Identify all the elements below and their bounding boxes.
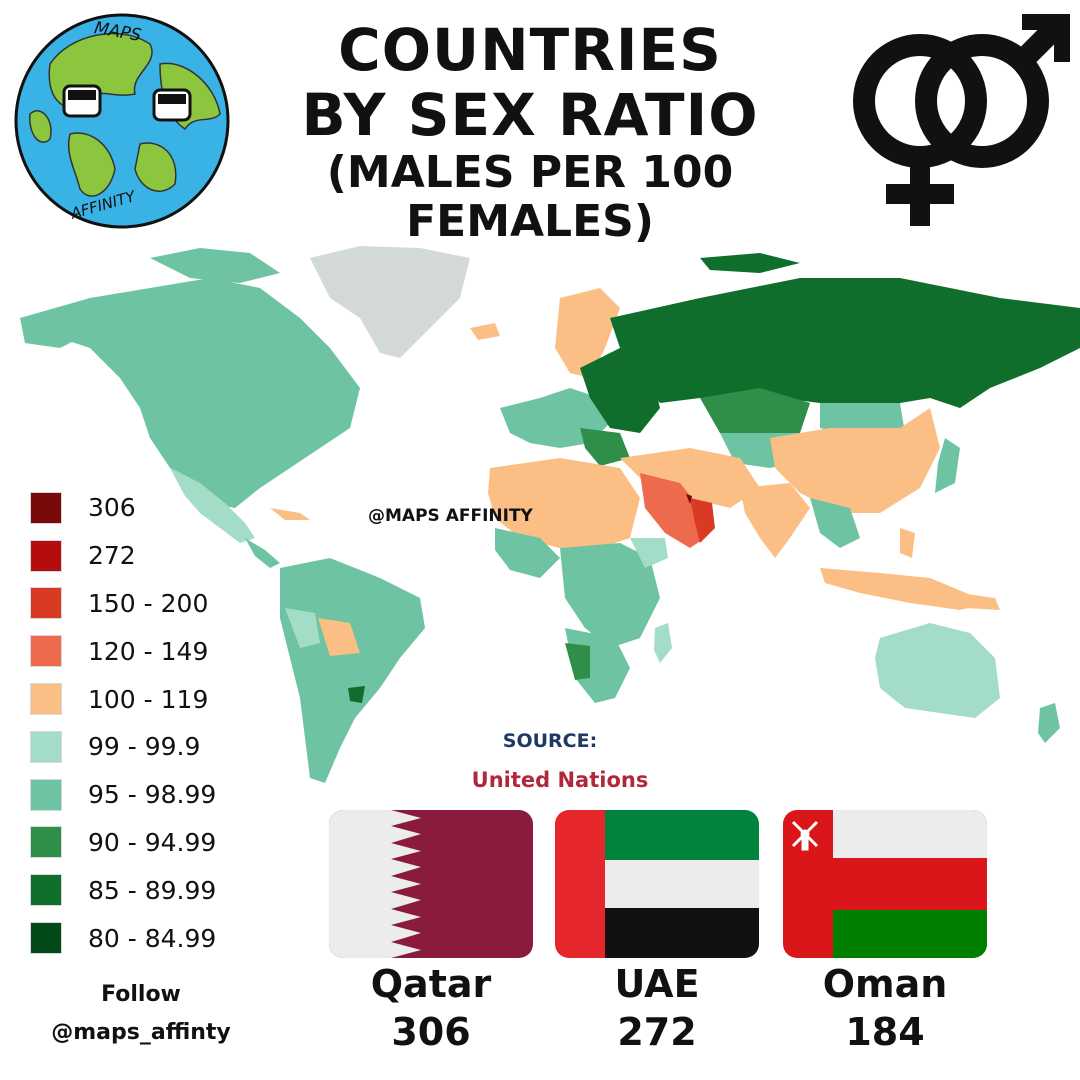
legend-swatch xyxy=(30,635,62,668)
west-africa xyxy=(495,528,560,578)
legend-swatch xyxy=(30,730,62,763)
country-name-qatar: Qatar xyxy=(370,962,492,1006)
kazakhstan xyxy=(700,388,810,438)
south-america xyxy=(280,558,425,783)
legend-item: 95 - 98.99 xyxy=(30,771,216,819)
country-value-oman: 184 xyxy=(845,1010,925,1054)
legend-item: 90 - 94.99 xyxy=(30,819,216,867)
north-africa xyxy=(488,458,640,548)
alaska xyxy=(20,308,90,348)
title-line-3: (MALES PER 100 FEMALES) xyxy=(326,146,734,248)
madagascar xyxy=(654,623,672,663)
legend-swatch xyxy=(30,683,62,716)
mexico xyxy=(170,468,255,543)
horn-of-africa xyxy=(630,538,668,568)
southeast-asia xyxy=(810,498,860,548)
namibia xyxy=(565,643,590,680)
legend-item: 150 - 200 xyxy=(30,580,216,628)
uruguay xyxy=(348,686,365,703)
iceland xyxy=(470,323,500,340)
country-value-uae: 272 xyxy=(617,1010,697,1054)
india xyxy=(740,483,810,558)
legend-label: 100 - 119 xyxy=(88,684,209,714)
map-title: COUNTRIES BY SEX RATIO (MALES PER 100 FE… xyxy=(230,16,830,248)
legend-label: 150 - 200 xyxy=(88,588,209,618)
title-line-1: COUNTRIES xyxy=(338,16,722,84)
legend-swatch xyxy=(30,587,62,620)
scandinavia xyxy=(555,288,620,378)
bolivia xyxy=(318,618,360,656)
legend-swatch xyxy=(30,539,62,572)
china xyxy=(770,408,940,513)
legend-label: 90 - 94.99 xyxy=(88,827,217,857)
legend-swatch xyxy=(30,491,62,524)
north-america xyxy=(20,278,360,508)
australia xyxy=(875,623,1000,718)
greenland xyxy=(310,246,470,358)
japan-korea xyxy=(935,438,960,493)
legend-label: 85 - 89.99 xyxy=(88,875,217,905)
indonesia xyxy=(820,568,990,610)
legend-item: 272 xyxy=(30,532,216,580)
russia-islands xyxy=(700,253,800,273)
follow-handle: @maps_affinty xyxy=(51,1020,231,1045)
turkey-iran xyxy=(620,448,760,508)
legend: 306 272 150 - 200 120 - 149 100 - 119 99 - 99… xyxy=(30,484,216,962)
country-value-qatar: 306 xyxy=(391,1010,471,1054)
oman-flag xyxy=(783,810,987,958)
title-line-2: BY SEX RATIO xyxy=(301,80,759,149)
globe-mascot-icon xyxy=(14,13,230,229)
legend-label: 80 - 84.99 xyxy=(88,923,217,953)
qatar-flag xyxy=(329,810,533,958)
legend-swatch xyxy=(30,922,62,955)
uae-flag xyxy=(555,810,759,958)
oman-emblem-icon xyxy=(791,820,819,851)
legend-label: 99 - 99.9 xyxy=(88,732,201,762)
central-america xyxy=(245,538,280,568)
source-label: SOURCE: xyxy=(502,730,598,752)
central-east-africa xyxy=(560,543,660,648)
follow-credit: Follow @maps_affinty xyxy=(0,976,282,1052)
russia xyxy=(610,278,1080,408)
caribbean xyxy=(270,508,310,520)
follow-label: Follow xyxy=(101,982,181,1007)
peru xyxy=(285,608,320,648)
country-name-uae: UAE xyxy=(614,962,700,1006)
male-female-symbol-icon xyxy=(853,14,1070,226)
philippines xyxy=(900,528,915,558)
legend-label: 306 xyxy=(88,493,136,523)
legend-label: 272 xyxy=(88,541,136,571)
legend-item: 306 xyxy=(30,484,216,532)
qatar xyxy=(686,494,692,504)
watermark: @MAPS AFFINITY xyxy=(368,506,533,526)
canada-islands xyxy=(150,248,280,283)
papua xyxy=(960,593,1000,610)
source-value: United Nations xyxy=(471,768,649,792)
uae-oman xyxy=(690,498,715,543)
legend-item: 100 - 119 xyxy=(30,675,216,723)
legend-label: 95 - 98.99 xyxy=(88,780,217,810)
country-name-oman: Oman xyxy=(822,962,948,1006)
balkans xyxy=(580,428,630,466)
new-zealand xyxy=(1038,703,1060,743)
legend-label: 120 - 149 xyxy=(88,636,209,666)
legend-swatch xyxy=(30,778,62,811)
legend-item: 120 - 149 xyxy=(30,627,216,675)
world-map xyxy=(20,246,1080,783)
legend-swatch xyxy=(30,826,62,859)
saudi-arabia xyxy=(640,473,705,548)
legend-swatch xyxy=(30,874,62,907)
legend-item: 99 - 99.9 xyxy=(30,723,216,771)
legend-item: 85 - 89.99 xyxy=(30,866,216,914)
legend-item: 80 - 84.99 xyxy=(30,914,216,962)
